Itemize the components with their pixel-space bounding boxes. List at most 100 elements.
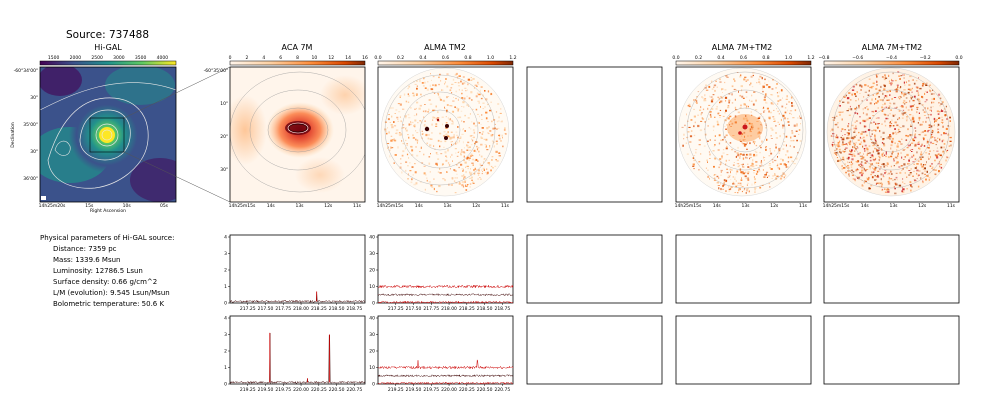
emission-speckle bbox=[462, 141, 464, 144]
emission-speckle bbox=[727, 117, 730, 120]
map-xtick-label: 14s bbox=[415, 203, 424, 209]
emission-speckle bbox=[875, 101, 878, 104]
emission-speckle bbox=[842, 150, 845, 152]
emission-speckle bbox=[913, 95, 916, 98]
emission-speckle bbox=[759, 151, 761, 154]
emission-speckle bbox=[901, 91, 903, 94]
emission-speckle bbox=[916, 163, 919, 165]
emission-speckle bbox=[734, 121, 737, 124]
emission-speckle bbox=[697, 91, 700, 93]
emission-speckle bbox=[916, 178, 918, 180]
emission-speckle bbox=[470, 168, 471, 170]
emission-speckle bbox=[724, 81, 726, 84]
emission-speckle bbox=[742, 153, 745, 156]
colorbar-tick-label: 1.2 bbox=[509, 55, 516, 61]
emission-speckle bbox=[690, 130, 693, 132]
emission-speckle bbox=[469, 173, 472, 176]
emission-speckle bbox=[843, 96, 846, 98]
emission-speckle bbox=[410, 123, 412, 126]
emission-speckle bbox=[918, 98, 920, 100]
emission-speckle bbox=[839, 100, 841, 102]
empty-spectrum-panel bbox=[526, 234, 663, 304]
emission-speckle bbox=[499, 135, 500, 137]
emission-speckle bbox=[713, 84, 717, 87]
emission-speckle bbox=[871, 133, 873, 135]
emission-speckle bbox=[858, 98, 859, 101]
emission-speckle bbox=[420, 146, 422, 149]
emission-speckle bbox=[481, 137, 484, 139]
emission-speckle bbox=[396, 132, 398, 135]
emission-speckle bbox=[854, 178, 856, 181]
emission-speckle bbox=[861, 131, 863, 133]
emission-speckle bbox=[838, 144, 840, 146]
emission-speckle bbox=[718, 142, 721, 145]
emission-speckle bbox=[471, 162, 474, 164]
emission-speckle bbox=[837, 141, 840, 144]
emission-speckle bbox=[768, 175, 770, 177]
emission-speckle bbox=[384, 121, 387, 123]
emission-speckle bbox=[435, 162, 438, 165]
emission-speckle bbox=[462, 101, 465, 104]
emission-speckle bbox=[896, 124, 899, 127]
emission-speckle bbox=[713, 166, 715, 168]
emission-speckle bbox=[474, 125, 478, 127]
emission-speckle bbox=[452, 160, 453, 162]
emission-speckle bbox=[713, 145, 715, 147]
emission-speckle bbox=[467, 147, 470, 149]
emission-speckle bbox=[912, 161, 915, 163]
emission-speckle bbox=[888, 105, 891, 108]
emission-speckle bbox=[910, 168, 912, 170]
emission-speckle bbox=[448, 183, 450, 186]
emission-speckle bbox=[428, 162, 431, 165]
emission-speckle bbox=[786, 95, 788, 98]
emission-speckle bbox=[461, 120, 463, 122]
emission-speckle bbox=[467, 117, 470, 119]
emission-speckle bbox=[892, 114, 894, 116]
emission-speckle bbox=[467, 83, 469, 86]
map-xtick-label: 12s bbox=[770, 203, 779, 209]
emission-speckle bbox=[893, 158, 895, 160]
emission-speckle bbox=[909, 114, 912, 116]
emission-speckle bbox=[911, 185, 913, 188]
emission-speckle bbox=[932, 93, 935, 95]
emission-speckle bbox=[407, 101, 410, 103]
emission-speckle bbox=[704, 133, 707, 136]
emission-speckle bbox=[733, 183, 736, 185]
emission-speckle bbox=[852, 153, 855, 156]
emission-speckle bbox=[415, 107, 417, 110]
emission-speckle bbox=[748, 122, 751, 125]
emission-speckle bbox=[877, 145, 879, 147]
emission-speckle bbox=[723, 179, 726, 182]
emission-speckle bbox=[928, 153, 930, 155]
emission-speckle bbox=[451, 83, 454, 85]
emission-speckle bbox=[938, 170, 940, 173]
emission-speckle bbox=[414, 171, 417, 174]
emission-speckle bbox=[487, 162, 490, 164]
emission-speckle bbox=[739, 140, 742, 142]
emission-speckle bbox=[899, 95, 901, 97]
emission-speckle bbox=[852, 85, 855, 88]
emission-speckle bbox=[404, 147, 406, 150]
emission-speckle bbox=[689, 135, 693, 138]
emission-speckle bbox=[916, 106, 919, 108]
emission-speckle bbox=[924, 101, 927, 103]
emission-speckle bbox=[745, 96, 748, 98]
emission-speckle bbox=[743, 189, 745, 191]
emission-speckle bbox=[864, 169, 867, 171]
emission-speckle bbox=[765, 101, 767, 104]
emission-speckle bbox=[922, 121, 924, 123]
emission-speckle bbox=[862, 173, 864, 175]
emission-speckle bbox=[909, 181, 912, 183]
emission-speckle bbox=[765, 173, 767, 176]
emission-speckle bbox=[931, 130, 934, 133]
emission-speckle bbox=[457, 82, 460, 84]
emission-speckle bbox=[402, 127, 405, 129]
emission-speckle bbox=[737, 165, 740, 168]
emission-speckle bbox=[875, 142, 878, 144]
emission-speckle bbox=[745, 154, 748, 156]
emission-speckle bbox=[428, 99, 431, 101]
spectrum-ytick-label: 40 bbox=[369, 235, 375, 241]
emission-speckle bbox=[841, 138, 843, 141]
emission-speckle bbox=[471, 139, 474, 142]
emission-speckle bbox=[901, 186, 903, 188]
